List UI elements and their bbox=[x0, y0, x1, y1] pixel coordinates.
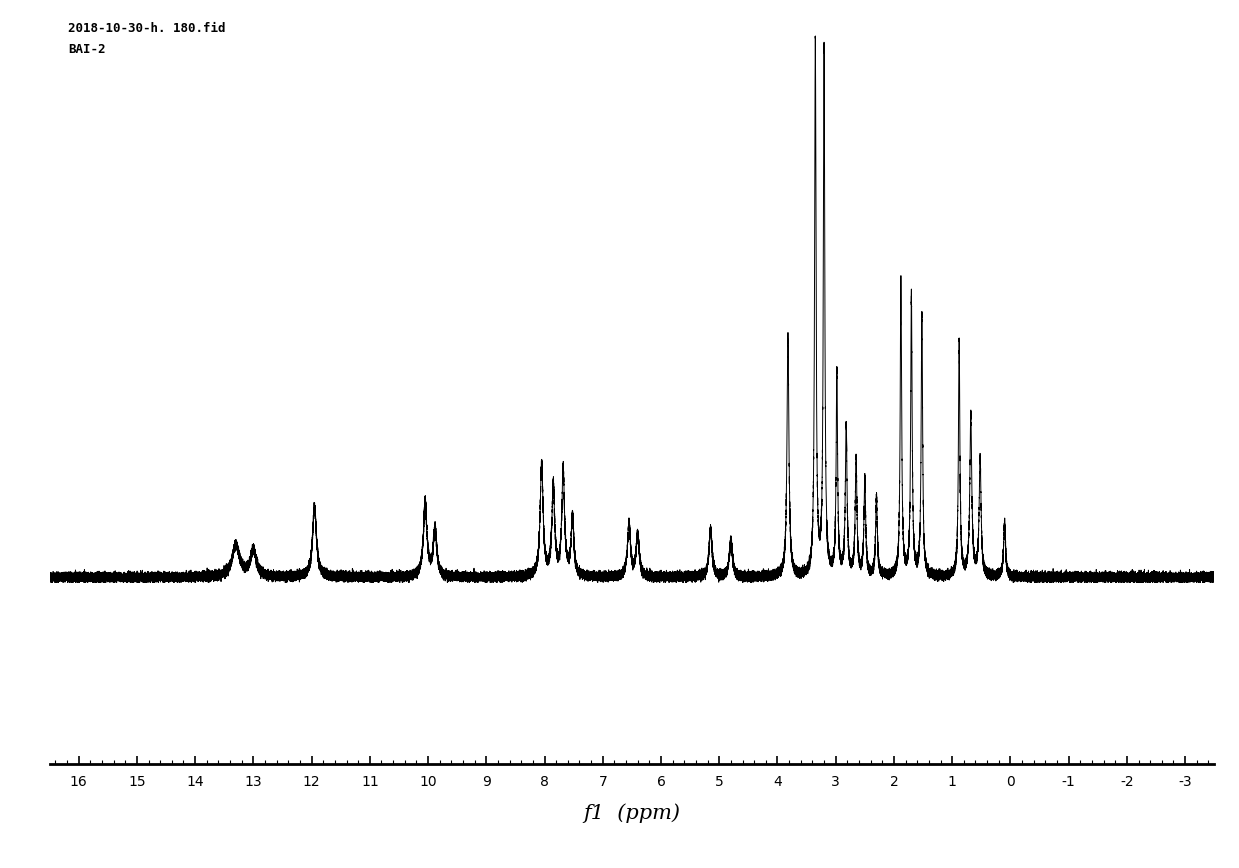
X-axis label: f1  (ppm): f1 (ppm) bbox=[584, 803, 680, 823]
Text: 2018-10-30-h. 180.fid: 2018-10-30-h. 180.fid bbox=[68, 22, 225, 35]
Text: BAI-2: BAI-2 bbox=[68, 43, 105, 56]
